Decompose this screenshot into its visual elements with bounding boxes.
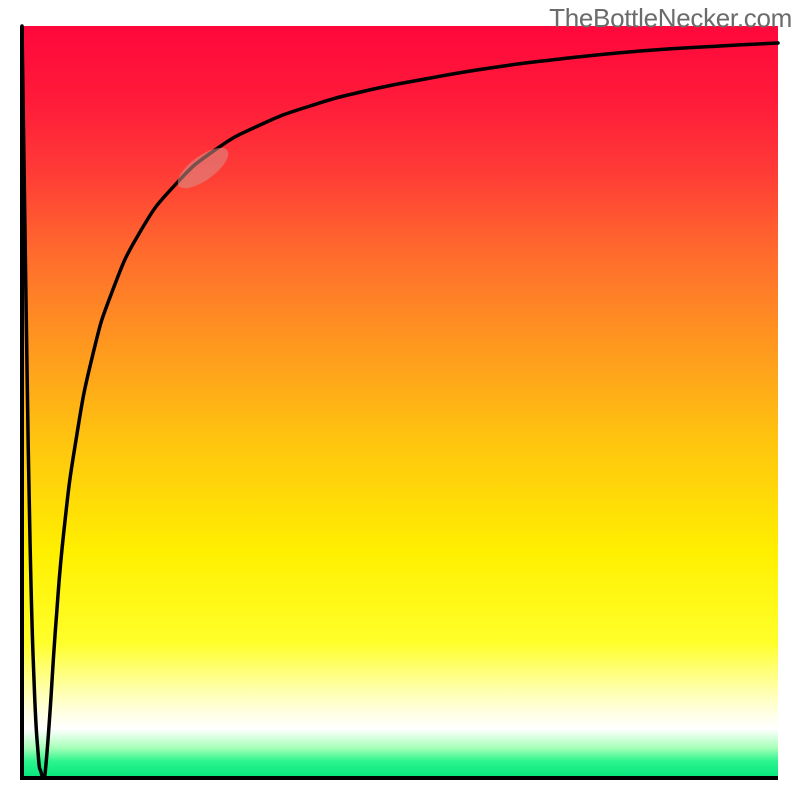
chart-root: TheBottleNecker.com bbox=[0, 0, 800, 800]
attribution-text: TheBottleNecker.com bbox=[549, 3, 792, 34]
plot-gradient-bg bbox=[22, 26, 778, 778]
chart-svg bbox=[0, 0, 800, 800]
